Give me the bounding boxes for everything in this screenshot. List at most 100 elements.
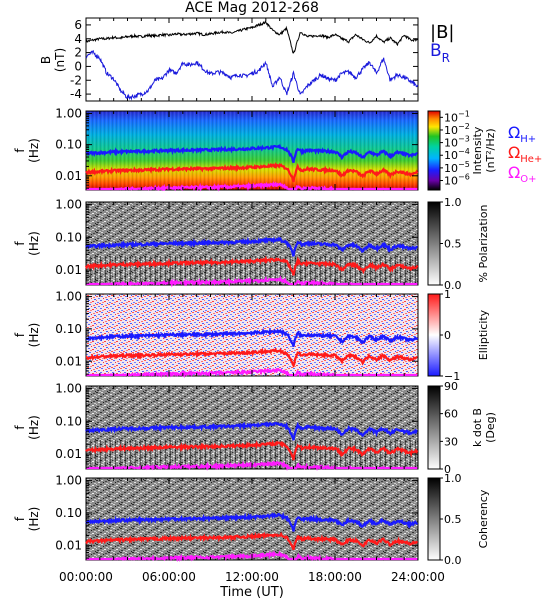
spec-ytick-label: 1.00 (55, 474, 82, 488)
legend-br: BR (430, 41, 450, 65)
spec-ytick-label: 0.01 (55, 263, 82, 277)
colorbar-tick-label: 90 (444, 380, 458, 393)
colorbar-tick-label: 1.0 (444, 196, 462, 209)
gyro-line-hplus (85, 421, 418, 441)
omega-legend-subscript: H+ (520, 134, 536, 145)
omega-legend-entry: ΩH+ (508, 123, 536, 145)
colorbar-polarization (427, 201, 441, 286)
colorbar-tick-exponent: −4 (458, 147, 470, 156)
x-tick-label: 00:00:00 (59, 570, 113, 584)
spec-ytick-label: 0.01 (55, 169, 82, 183)
x-tick-label: 06:00:00 (142, 570, 196, 584)
x-tick-label: 24:00:00 (391, 570, 445, 584)
colorbar-tick-label: 0.0 (444, 554, 462, 567)
spec-ytick-label: 1.00 (55, 290, 82, 304)
x-tick-label: 18:00:00 (308, 570, 362, 584)
colorbar-tick-label: 0 (444, 329, 451, 342)
colorbar-tick-label: 60 (444, 408, 458, 421)
colorbar-tick-exponent: −6 (458, 173, 470, 182)
top-ytick-label: -2 (70, 73, 82, 87)
spec-ylabel-unit: (Hz) (27, 231, 41, 256)
colorbar-ellipticity (427, 293, 441, 377)
gyrofrequency-legend: ΩH+ΩHe+ΩO+ (508, 123, 542, 185)
top-series-abs-b (85, 20, 419, 54)
colorbar-title: % Polarization (477, 205, 490, 283)
spec-ylabel-f: f (13, 148, 27, 153)
colorbar-title: Coherency (477, 489, 490, 548)
top-panel-frame (85, 17, 419, 102)
top-ytick-label: 4 (74, 32, 82, 46)
spec-ytick-label: 0.01 (55, 354, 82, 368)
top-ytick-label: 2 (74, 46, 82, 60)
legend-br-main: B (430, 41, 442, 61)
top-ytick-label: 0 (74, 59, 82, 73)
colorbars (427, 110, 441, 561)
spec-ytick-label: 1.00 (55, 198, 82, 212)
colorbar-title: (nT²/Hz) (484, 128, 497, 172)
colorbar-title: Intensity (471, 126, 484, 174)
colorbar-tick-label: 1.0 (444, 472, 462, 485)
x-axis-label: Time (UT) (219, 585, 284, 600)
omega-legend-subscript: He+ (520, 154, 542, 165)
colorbar-tick-label: 10−6 (444, 173, 470, 188)
spec-ylabel-f: f (13, 516, 27, 521)
colorbar-tick-label: 0 (444, 463, 451, 476)
top-panel-ylabel-unit: (nT) (53, 48, 67, 72)
spectrogram-kdotb (85, 385, 419, 470)
x-axis-ticks: 00:00:00 06:00:00 12:00:00 18:00:00 24:00:00 (59, 570, 445, 584)
spec-ylabel-unit: (Hz) (27, 507, 41, 532)
spec-ytick-label: 0.10 (55, 506, 82, 520)
spec-ylabel-f: f (13, 241, 27, 246)
top-ytick-label: -4 (70, 87, 82, 101)
gyro-line-hplus (85, 511, 419, 532)
top-panel-series (85, 20, 419, 101)
colorbar-tick-exponent: −5 (458, 160, 470, 169)
gyro-line-heplus (84, 255, 419, 276)
colorbar-tick-label: 30 (444, 435, 458, 448)
spec-ylabel-unit: (Hz) (27, 138, 41, 163)
spec-ytick-label: 0.10 (55, 230, 82, 244)
spec-ylabel-unit: (Hz) (27, 323, 41, 348)
colorbar-tick-label: 0.5 (444, 238, 462, 251)
colorbar-tick-label: 0.5 (444, 513, 462, 526)
colorbar-title: k dot B (471, 408, 484, 447)
top-ytick-label: 6 (74, 18, 82, 32)
colorbar-intensity (427, 110, 441, 191)
legend-abs-b: |B| (430, 22, 454, 43)
colorbar-tick-exponent: −2 (458, 122, 470, 131)
omega-legend-entry: ΩO+ (508, 163, 536, 185)
spec-ylabel-unit: (Hz) (27, 415, 41, 440)
gyro-line-heplus (85, 347, 418, 368)
colorbar-kdotb (427, 385, 441, 470)
spec-ytick-label: 0.01 (55, 447, 82, 461)
gyro-line-heplus (85, 531, 419, 551)
gyro-line-hplus (86, 143, 418, 164)
spec-ytick-label: 1.00 (55, 106, 82, 120)
top-panel-ylabel-b: B (39, 56, 53, 64)
gyro-line-hplus (85, 327, 419, 347)
spec-ytick-label: 1.00 (55, 382, 82, 396)
colorbar-tick-label: 0.0 (444, 279, 462, 292)
spec-ytick-label: 0.10 (55, 414, 82, 428)
gyro-line-hplus (85, 236, 419, 257)
x-tick-label: 12:00:00 (225, 570, 279, 584)
spec-ytick-label: 0.01 (55, 538, 82, 552)
omega-legend-subscript: O+ (520, 174, 536, 185)
top-series-br (85, 49, 419, 101)
spec-ylabel-f: f (13, 425, 27, 430)
spectrogram-axes: 1.000.100.01f (Hz)1.000.100.01f (Hz)1.000.… (13, 106, 419, 560)
spec-ytick-label: 0.10 (55, 322, 82, 336)
colorbar-tick-exponent: −3 (458, 135, 470, 144)
colorbar-coherency (427, 477, 441, 561)
gyro-line-heplus (85, 161, 419, 183)
legend-br-sub: R (442, 51, 450, 65)
spec-ylabel-f: f (13, 332, 27, 337)
omega-legend-entry: ΩHe+ (508, 143, 542, 165)
colorbar-tick-label: −1 (444, 370, 460, 383)
colorbar-title: (Deg) (484, 412, 497, 443)
chart-title: ACE Mag 2012-268 (185, 0, 319, 16)
